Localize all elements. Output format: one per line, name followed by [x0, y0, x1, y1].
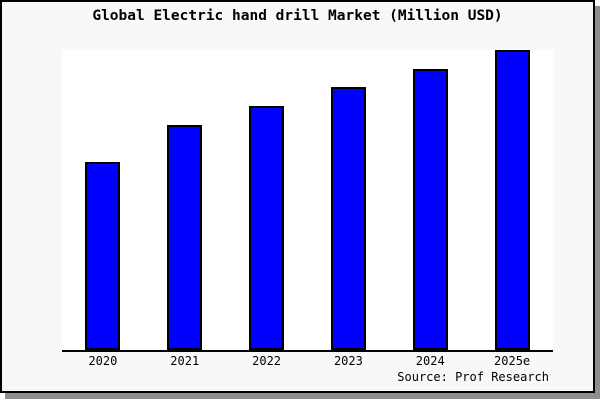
- source-caption: Source: Prof Research: [397, 370, 549, 384]
- chart-title: Global Electric hand drill Market (Milli…: [92, 8, 503, 24]
- plot-area: [62, 50, 553, 352]
- x-tick-label-2024: 2024: [415, 354, 445, 368]
- bar-2025e: [494, 50, 530, 350]
- chart-figure: Global Electric hand drill Market (Milli…: [0, 0, 595, 393]
- bar-2022: [249, 106, 285, 350]
- x-axis-tick-labels: 2020 2021 2022 2023 2024 2025e: [62, 354, 553, 369]
- x-tick-label-2023: 2023: [333, 354, 363, 368]
- bar-2023: [330, 87, 366, 350]
- bar-2024: [412, 69, 448, 350]
- x-tick-label-2022: 2022: [252, 354, 282, 368]
- x-tick-label-2025e: 2025e: [494, 354, 531, 368]
- x-tick-label-2020: 2020: [88, 354, 118, 368]
- bar-2020: [85, 162, 121, 350]
- bar-2021: [167, 125, 203, 350]
- x-tick-label-2021: 2021: [170, 354, 200, 368]
